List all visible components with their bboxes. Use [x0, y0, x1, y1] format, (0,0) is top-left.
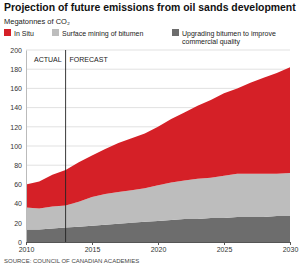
x-tick-label: 2010	[19, 246, 35, 253]
y-tick: 200	[10, 47, 26, 54]
x-tick-label: 2025	[217, 246, 233, 253]
divider-line	[65, 50, 66, 242]
x-tick: 2015	[85, 242, 101, 253]
grid	[26, 50, 290, 242]
y-axis: 0 20 40 60 80 100 120 140 160 180 200	[10, 47, 26, 246]
y-tick-label: 0	[18, 239, 22, 246]
legend-item: In Situ	[4, 29, 34, 37]
legend-swatch	[52, 29, 59, 36]
legend-item: Upgrading bitumen to improve commercial …	[172, 29, 278, 46]
y-tick: 80	[14, 162, 26, 169]
y-tick: 180	[10, 66, 26, 73]
y-tick-label: 80	[14, 162, 22, 169]
areas	[26, 50, 290, 242]
legend-label: Surface mining of bitumen	[62, 30, 143, 38]
y-tick-label: 100	[10, 143, 22, 150]
x-tick: 2020	[151, 242, 167, 253]
y-axis-line	[26, 51, 27, 243]
title: Projection of future emissions from oil …	[4, 2, 296, 13]
legend-label: Upgrading bitumen to improve commercial …	[182, 30, 278, 46]
x-axis-line	[27, 243, 291, 246]
x-tick-mark	[158, 242, 159, 245]
x-axis: 2010 2015 2020 2025 2030	[19, 242, 299, 253]
subtitle: Megatonnes of CO₂	[4, 17, 70, 26]
legend-swatch	[4, 29, 11, 36]
y-tick: 20	[14, 220, 26, 227]
legend-label: In Situ	[14, 30, 34, 37]
y-tick: 0	[18, 239, 26, 246]
y-tick: 60	[14, 181, 26, 188]
annotation: FORECAST	[70, 56, 109, 63]
legend-swatch	[172, 29, 179, 36]
chart: Projection of future emissions from oil …	[0, 0, 300, 266]
x-tick-mark	[290, 242, 291, 245]
x-tick: 2010	[19, 242, 35, 253]
x-tick-label: 2015	[85, 246, 101, 253]
y-tick: 140	[10, 104, 26, 111]
x-tick-mark	[92, 242, 93, 245]
source: SOURCE: COUNCIL OF CANADIAN ACADEMIES	[4, 258, 139, 264]
y-tick-label: 180	[10, 66, 22, 73]
x-tick-label: 2020	[151, 246, 167, 253]
x-tick: 2030	[283, 242, 299, 253]
y-tick-label: 40	[14, 200, 22, 207]
y-tick-label: 60	[14, 181, 22, 188]
y-tick: 120	[10, 124, 26, 131]
y-tick: 40	[14, 200, 26, 207]
x-tick-mark	[224, 242, 225, 245]
plot: ACTUAL FORECAST 0 20 40 60 80 100 120 140 160 180 20…	[10, 47, 298, 253]
annotation: ACTUAL	[34, 56, 62, 63]
y-tick-label: 200	[10, 47, 22, 54]
y-tick: 160	[10, 85, 26, 92]
y-tick-label: 120	[10, 124, 22, 131]
y-tick: 100	[10, 143, 26, 150]
x-tick-mark	[26, 242, 27, 245]
annotations: ACTUAL FORECAST	[34, 56, 108, 63]
x-tick-label: 2030	[283, 246, 299, 253]
y-tick-label: 140	[10, 104, 22, 111]
legend-item: Surface mining of bitumen	[52, 29, 143, 38]
y-tick-label: 20	[14, 220, 22, 227]
x-tick: 2025	[217, 242, 233, 253]
y-tick-label: 160	[10, 85, 22, 92]
